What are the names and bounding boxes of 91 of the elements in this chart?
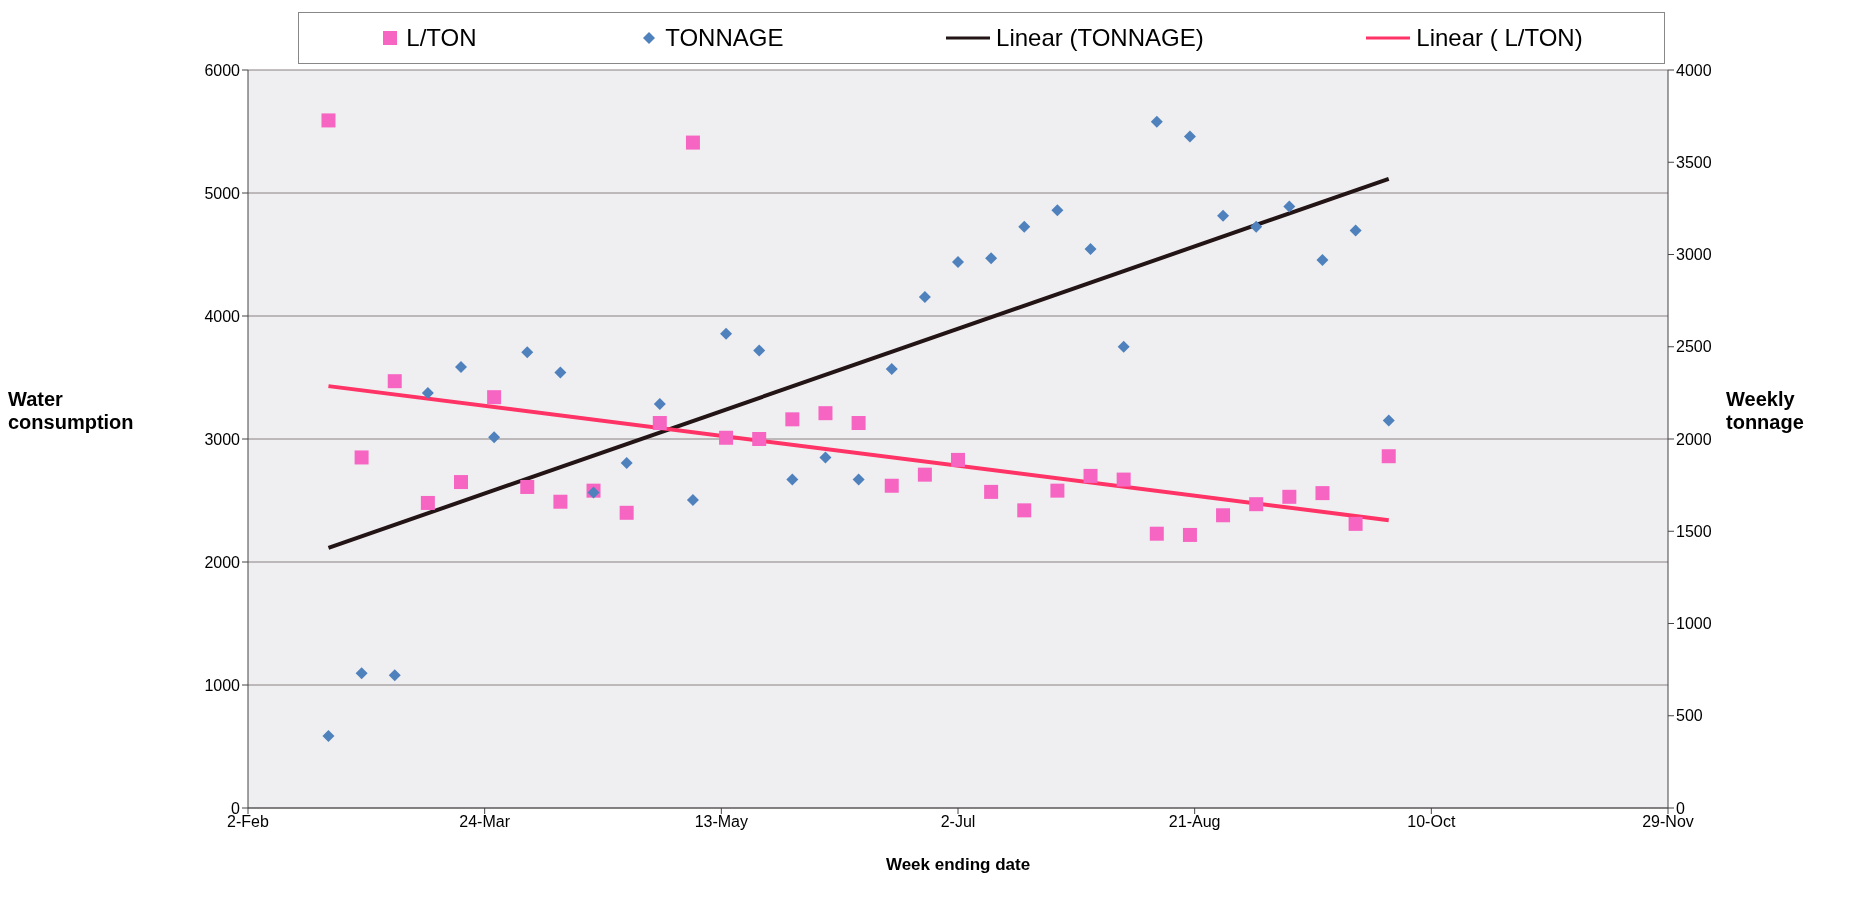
y-tick-label: 2000 [204,553,241,571]
point [984,484,999,499]
point [421,386,434,399]
y-tick-label: 6000 [204,61,241,79]
point [387,374,402,389]
point [355,667,368,680]
x-tick-label: 2-Feb [227,813,269,831]
point [322,730,335,743]
point [753,344,766,357]
point [388,669,401,682]
point [1216,508,1231,523]
point [1349,224,1362,237]
x-tick-label: 13-May [694,813,749,831]
x-tick-label: 2-Jul [940,813,976,831]
point [420,495,435,510]
legend-label: Linear (TONNAGE) [996,24,1204,52]
point [884,478,899,493]
point [985,252,998,265]
point [1084,242,1097,255]
point [1249,497,1264,512]
point [1381,449,1396,464]
point [1116,472,1131,487]
point [1250,220,1263,233]
y2-axis-title: Weekly tonnage [1726,388,1805,434]
y2-tick-label: 2500 [1676,338,1712,356]
y2-tick-label: 3000 [1676,246,1712,264]
point [619,505,634,520]
y2-tick-label: 3500 [1676,153,1712,171]
point [1348,516,1363,531]
point [785,412,800,427]
point [455,361,467,374]
point [818,406,833,421]
legend-label: Linear ( L/TON) [1416,24,1583,52]
y-tick-label: 5000 [204,184,241,202]
point [719,430,734,445]
point [488,431,501,444]
point [620,456,633,469]
point [1315,486,1330,501]
point [321,113,336,128]
point [819,451,832,464]
point [1183,130,1196,143]
point [1117,340,1130,353]
point [752,432,767,446]
point [1149,526,1164,541]
point [487,390,502,405]
y-tick-label: 1000 [204,676,241,694]
point [851,416,866,431]
legend-label: L/TON [406,24,477,52]
y-tick-label: 4000 [204,307,241,325]
point [1083,468,1098,483]
point [1050,483,1065,498]
y-axis-title: Water consumption [8,388,135,434]
point [1051,204,1064,217]
point [786,473,799,486]
legend-label: TONNAGE [665,24,784,52]
point [1282,489,1297,504]
point [918,290,931,303]
point [917,467,932,482]
point [454,475,468,490]
point [720,327,733,340]
point [1382,414,1395,427]
point [554,366,567,379]
point [852,473,865,486]
x-tick-label: 24-Mar [459,813,511,831]
x-tick-label: 21-Aug [1168,813,1221,831]
y2-tick-label: 2000 [1676,430,1712,448]
x-axis-title: Week ending date [885,855,1031,874]
point [1316,254,1329,267]
y2-tick-label: 500 [1676,707,1703,725]
point [686,493,699,506]
point [520,479,535,494]
point [652,416,667,431]
y2-tick-label: 4000 [1676,61,1712,79]
point [354,450,369,465]
y2-tick-label: 1500 [1676,522,1712,540]
point [521,346,534,359]
point [1182,527,1197,542]
point [1283,200,1296,213]
x-tick-label: 10-Oct [1407,813,1456,831]
point [1018,220,1031,233]
point [1017,503,1032,518]
point [885,362,898,375]
point [952,255,964,268]
point [1150,115,1163,128]
point [685,135,700,150]
point [1217,209,1230,222]
point [653,397,666,410]
point [951,452,965,467]
y-tick-label: 3000 [204,430,241,448]
point [553,494,568,509]
y2-tick-label: 1000 [1676,615,1712,633]
